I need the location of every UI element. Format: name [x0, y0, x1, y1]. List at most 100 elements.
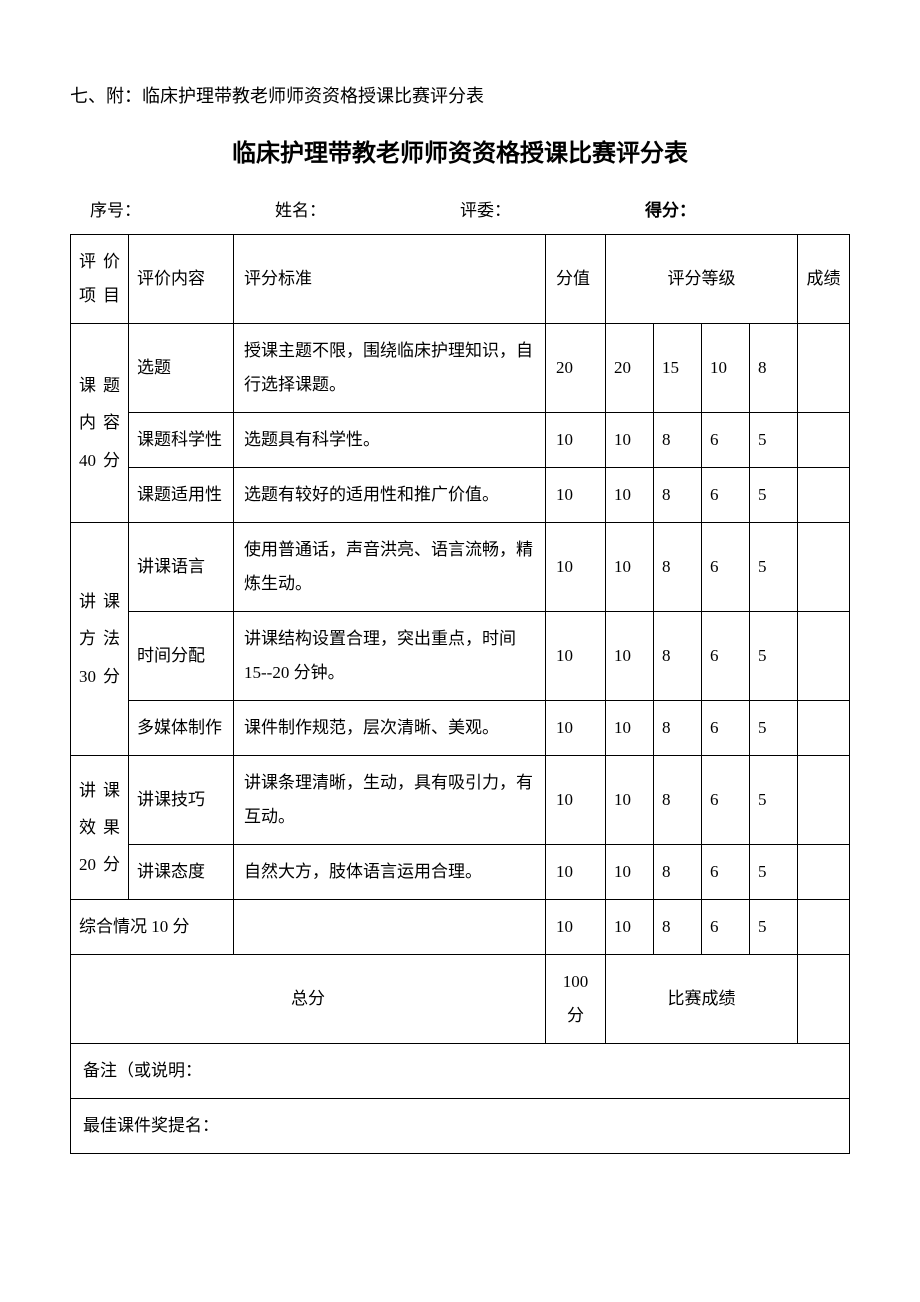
- score-cell: [798, 612, 850, 701]
- table-row: 讲课态度 自然大方，肢体语言运用合理。 10 10 8 6 5: [71, 845, 850, 900]
- score-label: 得分：: [645, 196, 830, 227]
- grade-cell: 8: [654, 523, 702, 612]
- total-row: 总分 100 分 比赛成绩: [71, 955, 850, 1044]
- main-title: 临床护理带教老师师资资格授课比赛评分表: [70, 132, 850, 175]
- header-fields-row: 序号： 姓名： 评委： 得分：: [70, 196, 850, 227]
- value-cell: 10: [546, 612, 606, 701]
- value-cell: 20: [546, 324, 606, 413]
- grade-cell: 5: [750, 523, 798, 612]
- serial-label: 序号：: [90, 196, 275, 227]
- value-cell: 10: [546, 900, 606, 955]
- grade-cell: 6: [702, 413, 750, 468]
- nomination-row: 最佳课件奖提名：: [71, 1099, 850, 1154]
- value-cell: 10: [546, 468, 606, 523]
- table-row: 讲课方法30分 讲课语言 使用普通话，声音洪亮、语言流畅，精炼生动。 10 10…: [71, 523, 850, 612]
- value-cell: 10: [546, 701, 606, 756]
- attachment-label: 七、附：临床护理带教老师师资资格授课比赛评分表: [70, 80, 850, 112]
- score-cell: [798, 701, 850, 756]
- category-cell: 讲课效果20分: [71, 756, 129, 900]
- grade-cell: 5: [750, 701, 798, 756]
- content-cell: 课题适用性: [129, 468, 234, 523]
- table-header-row: 评价项目 评价内容 评分标准 分值 评分等级 成绩: [71, 235, 850, 324]
- content-cell: 课题科学性: [129, 413, 234, 468]
- remark-row: 备注（或说明：: [71, 1044, 850, 1099]
- grade-cell: 6: [702, 756, 750, 845]
- grade-cell: 6: [702, 900, 750, 955]
- grade-cell: 10: [606, 701, 654, 756]
- grade-cell: 6: [702, 468, 750, 523]
- score-cell: [798, 413, 850, 468]
- score-cell: [798, 756, 850, 845]
- nomination-cell: 最佳课件奖提名：: [71, 1099, 850, 1154]
- comprehensive-label: 综合情况 10 分: [71, 900, 234, 955]
- grade-cell: 8: [654, 468, 702, 523]
- value-cell: 10: [546, 756, 606, 845]
- standard-cell: 讲课结构设置合理，突出重点，时间 15--20 分钟。: [234, 612, 546, 701]
- table-row: 时间分配 讲课结构设置合理，突出重点，时间 15--20 分钟。 10 10 8…: [71, 612, 850, 701]
- grade-cell: 5: [750, 468, 798, 523]
- value-cell: 10: [546, 413, 606, 468]
- judge-label: 评委：: [460, 196, 645, 227]
- grade-cell: 10: [606, 468, 654, 523]
- grade-cell: 8: [654, 413, 702, 468]
- grade-cell: 8: [654, 612, 702, 701]
- grade-cell: 5: [750, 413, 798, 468]
- standard-cell: 选题有较好的适用性和推广价值。: [234, 468, 546, 523]
- grade-cell: 8: [654, 756, 702, 845]
- score-cell: [798, 845, 850, 900]
- grade-cell: 8: [750, 324, 798, 413]
- content-cell: 讲课态度: [129, 845, 234, 900]
- grade-cell: 5: [750, 845, 798, 900]
- grade-cell: 6: [702, 523, 750, 612]
- grade-cell: 10: [606, 900, 654, 955]
- content-cell: 多媒体制作: [129, 701, 234, 756]
- table-row: 讲课效果20分 讲课技巧 讲课条理清晰，生动，具有吸引力，有互动。 10 10 …: [71, 756, 850, 845]
- grade-cell: 10: [606, 756, 654, 845]
- grade-cell: 5: [750, 612, 798, 701]
- table-row: 课题内容40分 选题 授课主题不限，围绕临床护理知识，自行选择课题。 20 20…: [71, 324, 850, 413]
- grade-cell: 8: [654, 701, 702, 756]
- grade-cell: 8: [654, 900, 702, 955]
- score-cell: [798, 324, 850, 413]
- grade-cell: 15: [654, 324, 702, 413]
- standard-cell: 自然大方，肢体语言运用合理。: [234, 845, 546, 900]
- score-cell: [798, 468, 850, 523]
- score-cell: [798, 523, 850, 612]
- scoring-table: 评价项目 评价内容 评分标准 分值 评分等级 成绩 课题内容40分 选题 授课主…: [70, 234, 850, 1154]
- standard-cell: 选题具有科学性。: [234, 413, 546, 468]
- table-row: 课题适用性 选题有较好的适用性和推广价值。 10 10 8 6 5: [71, 468, 850, 523]
- remark-cell: 备注（或说明：: [71, 1044, 850, 1099]
- header-category: 评价项目: [71, 235, 129, 324]
- content-cell: 选题: [129, 324, 234, 413]
- category-cell: 讲课方法30分: [71, 523, 129, 756]
- comprehensive-row: 综合情况 10 分 10 10 8 6 5: [71, 900, 850, 955]
- header-standard: 评分标准: [234, 235, 546, 324]
- total-label: 总分: [71, 955, 546, 1044]
- table-row: 课题科学性 选题具有科学性。 10 10 8 6 5: [71, 413, 850, 468]
- content-cell: 讲课技巧: [129, 756, 234, 845]
- grade-cell: 6: [702, 701, 750, 756]
- grade-cell: 10: [606, 523, 654, 612]
- standard-cell: 课件制作规范，层次清晰、美观。: [234, 701, 546, 756]
- grade-cell: 10: [606, 612, 654, 701]
- value-cell: 10: [546, 845, 606, 900]
- grade-cell: 5: [750, 900, 798, 955]
- score-cell: [798, 900, 850, 955]
- total-value: 100 分: [546, 955, 606, 1044]
- value-cell: 10: [546, 523, 606, 612]
- standard-cell: 授课主题不限，围绕临床护理知识，自行选择课题。: [234, 324, 546, 413]
- table-row: 多媒体制作 课件制作规范，层次清晰、美观。 10 10 8 6 5: [71, 701, 850, 756]
- header-score: 成绩: [798, 235, 850, 324]
- grade-cell: 20: [606, 324, 654, 413]
- result-cell: [798, 955, 850, 1044]
- name-label: 姓名：: [275, 196, 460, 227]
- grade-cell: 10: [606, 845, 654, 900]
- content-cell: 时间分配: [129, 612, 234, 701]
- category-cell: 课题内容40分: [71, 324, 129, 523]
- standard-cell: 使用普通话，声音洪亮、语言流畅，精炼生动。: [234, 523, 546, 612]
- header-content: 评价内容: [129, 235, 234, 324]
- standard-cell: 讲课条理清晰，生动，具有吸引力，有互动。: [234, 756, 546, 845]
- content-cell: 讲课语言: [129, 523, 234, 612]
- grade-cell: 10: [606, 413, 654, 468]
- grade-cell: 8: [654, 845, 702, 900]
